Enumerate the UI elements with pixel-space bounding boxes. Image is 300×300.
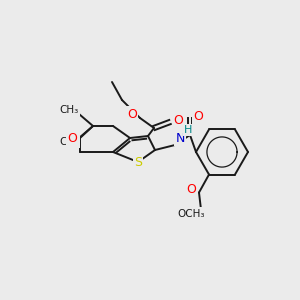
Text: CH₃: CH₃ [59, 105, 79, 115]
Text: O: O [186, 183, 196, 196]
Text: CH₃: CH₃ [59, 137, 79, 147]
Text: H: H [184, 125, 192, 135]
Text: OCH₃: OCH₃ [177, 208, 205, 218]
Text: S: S [134, 157, 142, 169]
Text: O: O [193, 110, 203, 122]
Text: N: N [175, 131, 185, 145]
Text: O: O [173, 113, 183, 127]
Text: O: O [67, 131, 77, 145]
Text: O: O [127, 107, 137, 121]
